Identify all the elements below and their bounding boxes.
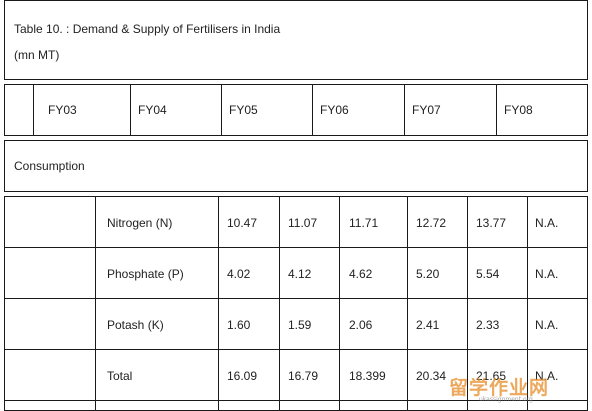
column-divider xyxy=(95,197,96,410)
table-cell: 1.59 xyxy=(288,318,312,332)
table-cell: 16.79 xyxy=(288,369,319,383)
row-label-total: Total xyxy=(107,369,133,383)
table-title-box: Table 10. : Demand & Supply of Fertilise… xyxy=(4,0,588,80)
table-cell: 5.20 xyxy=(416,267,440,281)
row-divider xyxy=(5,247,587,248)
row-divider xyxy=(5,298,587,299)
table-cell: 11.71 xyxy=(349,216,379,230)
column-divider xyxy=(33,85,34,135)
column-divider xyxy=(218,197,219,410)
table-cell: 18.399 xyxy=(349,369,386,383)
year-header-fy08: FY08 xyxy=(504,103,533,117)
column-divider xyxy=(407,197,408,410)
column-divider xyxy=(467,197,468,410)
row-label-nitrogen: Nitrogen (N) xyxy=(107,216,173,230)
table-cell: 5.54 xyxy=(476,267,500,281)
year-header-fy05: FY05 xyxy=(229,103,258,117)
column-divider xyxy=(221,85,222,135)
row-label-phosphate: Phosphate (P) xyxy=(107,267,184,281)
year-header-row: FY03 FY04 FY05 FY06 FY07 FY08 xyxy=(4,84,588,136)
column-divider xyxy=(279,197,280,410)
column-divider xyxy=(404,85,405,135)
table-cell: 21.65 xyxy=(476,369,507,383)
table-title: Table 10. : Demand & Supply of Fertilise… xyxy=(14,22,281,36)
year-header-fy07: FY07 xyxy=(412,103,441,117)
table-cell: 16.09 xyxy=(227,369,258,383)
data-table: Nitrogen (N) 10.47 11.07 11.71 12.72 13.… xyxy=(4,196,588,411)
row-label-potash: Potash (K) xyxy=(107,318,164,332)
column-divider xyxy=(312,85,313,135)
table-cell: N.A. xyxy=(535,216,559,230)
table-cell: 4.02 xyxy=(227,267,251,281)
row-divider xyxy=(5,349,587,350)
table-cell: 20.34 xyxy=(416,369,447,383)
table-cell: 13.77 xyxy=(476,216,507,230)
table-cell: 2.41 xyxy=(416,318,440,332)
table-cell: N.A. xyxy=(535,318,559,332)
table-cell: 4.62 xyxy=(349,267,373,281)
column-divider xyxy=(130,85,131,135)
column-divider xyxy=(496,85,497,135)
year-header-fy03: FY03 xyxy=(48,103,77,117)
table-cell: 2.33 xyxy=(476,318,500,332)
table-cell: N.A. xyxy=(535,267,559,281)
table-cell: N.A. xyxy=(535,369,559,383)
table-cell: 10.47 xyxy=(227,216,258,230)
table-cell: 11.07 xyxy=(288,216,318,230)
table-cell: 12.72 xyxy=(416,216,447,230)
table-cell: 2.06 xyxy=(349,318,373,332)
column-divider xyxy=(339,197,340,410)
table-unit: (mn MT) xyxy=(14,48,60,62)
row-divider xyxy=(5,400,587,401)
year-header-fy06: FY06 xyxy=(320,103,349,117)
year-header-fy04: FY04 xyxy=(138,103,167,117)
section-label-consumption: Consumption xyxy=(14,159,85,173)
table-cell: 1.60 xyxy=(227,318,251,332)
column-divider xyxy=(527,197,528,410)
table-cell: 4.12 xyxy=(288,267,312,281)
section-header: Consumption xyxy=(4,140,588,192)
